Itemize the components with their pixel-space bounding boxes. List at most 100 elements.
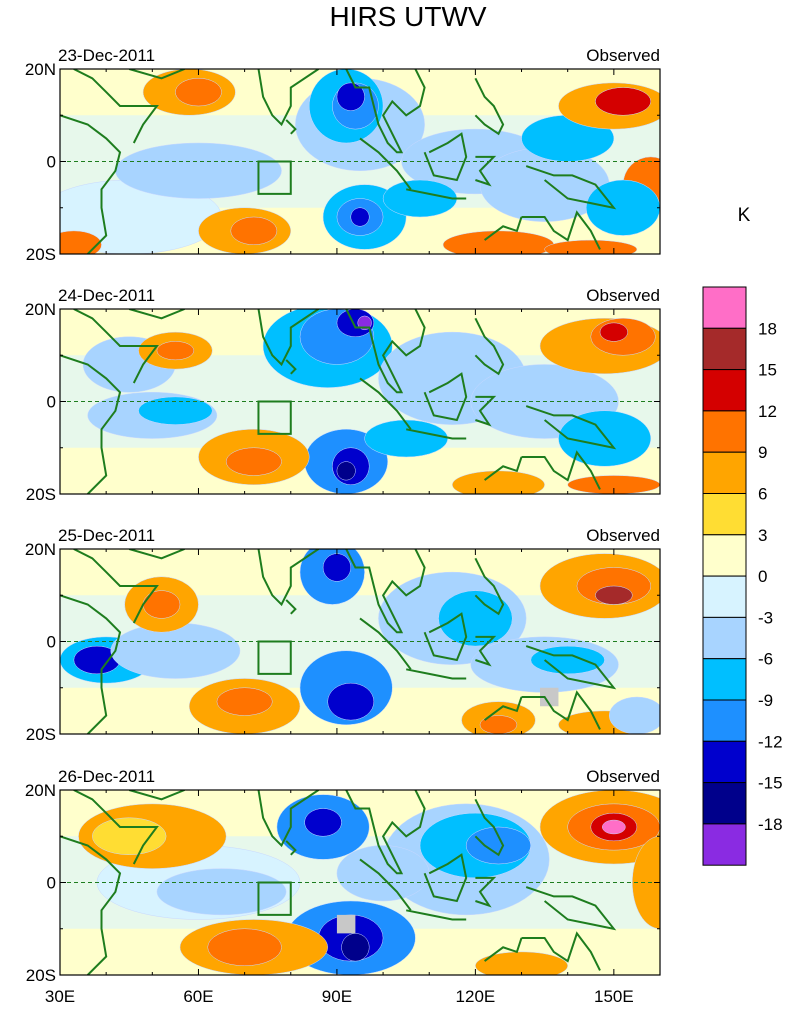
colorbar-label: -12 (758, 732, 783, 751)
colorbar-label: -6 (758, 650, 773, 669)
lat-label: 0 (47, 633, 56, 652)
panel-label: Observed (586, 767, 660, 786)
coastline (474, 77, 505, 136)
contour-region (350, 207, 370, 227)
coastline (257, 790, 320, 848)
colorbar-swatch (702, 451, 747, 495)
colorbar-label: 18 (758, 319, 777, 338)
coastline (521, 210, 601, 250)
lat-label: 0 (47, 393, 56, 412)
lon-label: 150E (594, 987, 634, 1006)
lat-label: 0 (47, 153, 56, 172)
contour-region (382, 179, 458, 218)
contour-region (304, 808, 342, 837)
colorbar-unit: K (738, 205, 751, 226)
lat-label: 20S (26, 245, 56, 264)
coastline (423, 853, 468, 903)
coastline (257, 549, 320, 607)
lat-label: 20N (25, 781, 56, 800)
coastline (525, 886, 617, 931)
domain-box (257, 881, 292, 916)
coastline (484, 937, 523, 962)
contour-region (599, 322, 628, 342)
contour-region (142, 590, 181, 619)
contour-region (327, 682, 375, 721)
contour-region (322, 553, 352, 582)
coastline (525, 165, 617, 210)
lat-label: 20N (25, 540, 56, 559)
domain-box (257, 160, 292, 195)
coastline (484, 696, 523, 721)
colorbar-swatch (702, 782, 747, 825)
colorbar-label: 15 (758, 361, 777, 380)
contour-region (479, 715, 518, 734)
coastline (359, 858, 412, 911)
colorbar-label: -3 (758, 608, 773, 627)
coastline (525, 405, 617, 450)
coastline (474, 557, 505, 616)
coastline (345, 69, 426, 154)
contour-region (138, 396, 213, 425)
coastline (484, 456, 523, 481)
lon-label: 30E (45, 987, 75, 1006)
panel-date: 26-Dec-2011 (58, 767, 155, 786)
contour-region (465, 826, 532, 865)
coastline (474, 317, 505, 376)
coastline (60, 835, 122, 975)
colorbar-swatch (702, 616, 747, 660)
colorbar-swatch (702, 658, 747, 701)
contour-region (341, 933, 370, 962)
map-panel-2: 20N 0 20S 24-Dec-2011 Observed (25, 286, 661, 504)
contour-field (60, 549, 660, 734)
lat-label: 20S (26, 485, 56, 504)
colorbar-swatch (702, 534, 747, 577)
panel-date: 23-Dec-2011 (58, 46, 155, 65)
colorbar-swatch (702, 575, 747, 618)
contour-region (595, 585, 633, 605)
colorbar-label: 6 (758, 485, 767, 504)
colorbar: K 18 15 12 9 6 3 0 -3 -6 -9 -12 -15 -18 (702, 205, 783, 866)
colorbar-swatch (702, 699, 747, 742)
coastline (521, 931, 601, 971)
coastline (60, 354, 122, 494)
colorbar-swatch (702, 823, 747, 866)
coastline (285, 119, 297, 135)
lat-label: 20S (26, 725, 56, 744)
coastline (60, 114, 122, 254)
coastline (257, 309, 320, 367)
coastline (359, 137, 412, 190)
colorbar-label: -18 (758, 815, 783, 834)
missing-data-patch (336, 914, 356, 934)
coastline (474, 798, 505, 857)
map-panel-1: 20N 0 20S 23-Dec-2011 Observed (25, 46, 661, 264)
colorbar-label: -9 (758, 691, 773, 710)
contour-region (475, 951, 568, 975)
coastline (423, 612, 468, 662)
coastline (406, 909, 467, 921)
coastline (128, 69, 185, 80)
contour-region (357, 315, 372, 331)
contour-region (230, 216, 278, 245)
coastline (359, 377, 412, 430)
longitude-axis: 30E 60E 90E 120E 150E (45, 987, 634, 1006)
colorbar-swatch (702, 410, 747, 453)
colorbar-swatch (702, 740, 747, 784)
coastline (73, 549, 159, 624)
contour-region (216, 687, 273, 716)
panel-label: Observed (586, 526, 660, 545)
lat-label: 20S (26, 966, 56, 985)
coastline (475, 635, 497, 667)
contour-region (92, 817, 167, 855)
contour-region (115, 142, 282, 199)
contour-field (60, 309, 660, 494)
panel-label: Observed (586, 46, 660, 65)
lat-label: 20N (25, 60, 56, 79)
contour-region (602, 819, 626, 835)
coastline (475, 876, 497, 908)
coastline (73, 69, 159, 144)
contour-region (438, 590, 513, 647)
contour-region (110, 622, 241, 679)
coastline (484, 216, 523, 241)
coastline (128, 790, 185, 801)
contour-region (530, 645, 605, 675)
